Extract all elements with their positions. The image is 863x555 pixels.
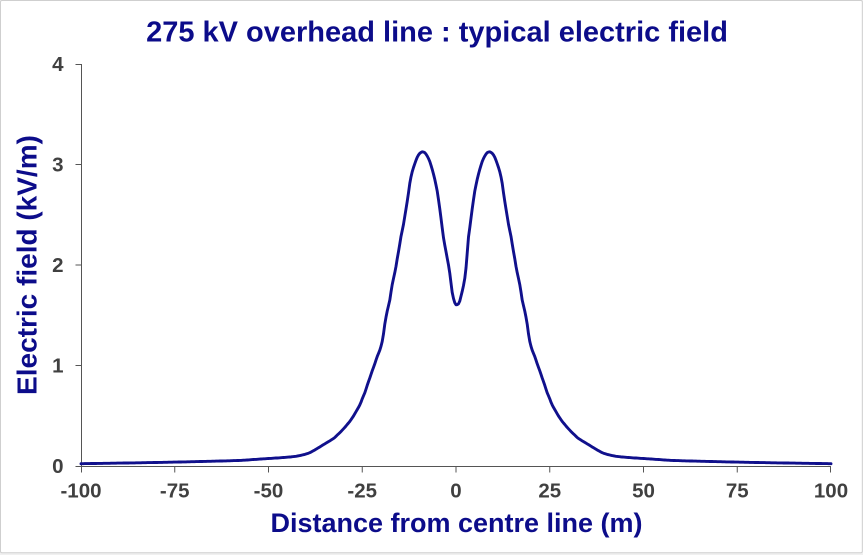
svg-text:Distance from centre line (m): Distance from centre line (m) [270,508,642,538]
svg-text:-75: -75 [160,480,190,503]
svg-text:-100: -100 [60,480,101,503]
svg-text:100: 100 [814,480,848,503]
svg-text:50: 50 [632,480,655,503]
svg-text:0: 0 [52,455,63,478]
svg-text:Electric field (kV/m): Electric field (kV/m) [12,135,43,395]
svg-text:0: 0 [450,480,461,503]
svg-text:25: 25 [538,480,561,503]
svg-text:4: 4 [52,53,64,76]
svg-text:1: 1 [52,355,63,378]
svg-text:75: 75 [726,480,749,503]
svg-text:275 kV overhead line : typical: 275 kV overhead line : typical electric … [146,17,728,49]
svg-text:3: 3 [52,154,63,177]
svg-text:-50: -50 [254,480,284,503]
svg-text:2: 2 [52,254,63,277]
svg-text:-25: -25 [347,480,377,503]
